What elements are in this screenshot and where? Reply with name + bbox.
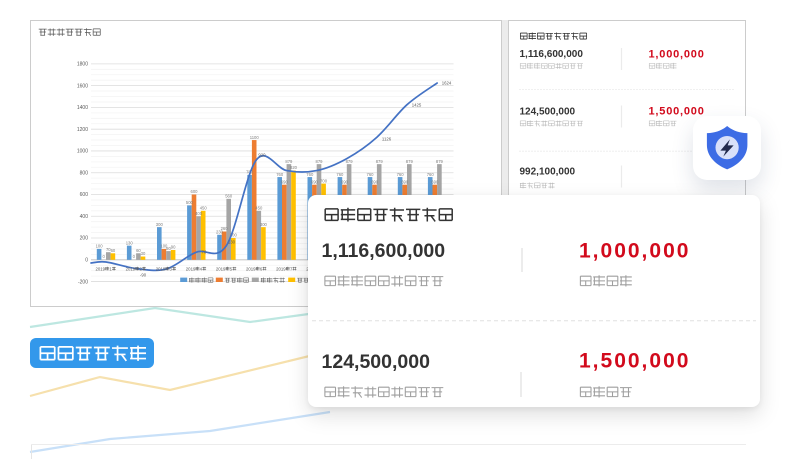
svg-text:690: 690	[341, 179, 349, 184]
svg-text:760: 760	[367, 172, 375, 177]
svg-text:-200: -200	[78, 279, 88, 285]
svg-text:100: 100	[96, 244, 104, 249]
svg-text:100: 100	[160, 244, 168, 249]
svg-text:1126: 1126	[382, 137, 392, 142]
svg-text:1,116,600,000: 1,116,600,000	[321, 240, 445, 262]
svg-text:1000: 1000	[77, 149, 88, 155]
svg-text:879: 879	[436, 159, 444, 164]
svg-text:1400: 1400	[77, 105, 88, 111]
svg-text:690: 690	[281, 179, 289, 184]
svg-text:1,500,000: 1,500,000	[579, 350, 690, 373]
svg-text:0: 0	[85, 258, 88, 264]
svg-text:879: 879	[285, 159, 293, 164]
svg-text:3: 3	[170, 267, 173, 272]
svg-text:-90: -90	[140, 273, 147, 278]
svg-text:70: 70	[202, 250, 207, 255]
svg-text:690: 690	[311, 179, 319, 184]
svg-text:1800: 1800	[77, 62, 88, 68]
svg-text:600: 600	[80, 192, 89, 198]
svg-text:500: 500	[186, 200, 194, 205]
svg-text:200: 200	[230, 233, 238, 238]
svg-text:130: 130	[126, 240, 134, 245]
svg-text:30: 30	[141, 251, 146, 256]
svg-text:879: 879	[316, 159, 324, 164]
svg-text:560: 560	[225, 194, 233, 199]
svg-text:300: 300	[260, 222, 268, 227]
svg-text:0: 0	[103, 254, 106, 259]
svg-text:2019: 2019	[276, 267, 286, 272]
svg-text:130: 130	[228, 240, 236, 245]
svg-text:4: 4	[200, 267, 203, 272]
svg-text:760: 760	[276, 172, 284, 177]
svg-text:879: 879	[376, 159, 384, 164]
svg-text:124,500,000: 124,500,000	[321, 351, 430, 373]
svg-text:2019: 2019	[246, 267, 256, 272]
svg-text:90: 90	[171, 245, 176, 250]
svg-text:0: 0	[133, 254, 136, 259]
svg-text:820: 820	[290, 165, 298, 170]
svg-text:690: 690	[401, 179, 409, 184]
svg-text:80: 80	[166, 246, 171, 251]
svg-text:124,500,000: 124,500,000	[520, 107, 576, 118]
svg-text:690: 690	[371, 179, 379, 184]
svg-text:1,116,600,000: 1,116,600,000	[520, 49, 584, 60]
svg-text:1100: 1100	[250, 135, 260, 140]
svg-text:760: 760	[306, 172, 314, 177]
svg-text:1200: 1200	[77, 127, 88, 133]
svg-text:1,000,000: 1,000,000	[579, 239, 690, 262]
svg-text:690: 690	[431, 179, 439, 184]
svg-text:760: 760	[427, 172, 435, 177]
svg-text:1: 1	[109, 267, 112, 272]
svg-text:2019: 2019	[126, 267, 136, 272]
svg-text:1600: 1600	[77, 83, 88, 89]
svg-text:1,000,000: 1,000,000	[649, 48, 705, 60]
svg-text:300: 300	[156, 222, 164, 227]
svg-text:1,500,000: 1,500,000	[649, 105, 705, 117]
svg-text:200: 200	[80, 236, 89, 242]
svg-text:60: 60	[111, 248, 116, 253]
svg-text:1624: 1624	[442, 81, 452, 86]
svg-text:879: 879	[406, 159, 414, 164]
svg-text:700: 700	[320, 178, 328, 183]
svg-text:2: 2	[139, 267, 142, 272]
svg-text:450: 450	[255, 206, 263, 211]
svg-text:5: 5	[230, 267, 233, 272]
svg-text:6: 6	[260, 267, 263, 272]
svg-text:2019: 2019	[186, 267, 196, 272]
svg-text:7: 7	[290, 267, 293, 272]
svg-text:60: 60	[136, 248, 141, 253]
svg-text:400: 400	[195, 211, 203, 216]
svg-text:600: 600	[191, 189, 199, 194]
svg-text:992,100,000: 992,100,000	[520, 167, 576, 178]
svg-text:2019: 2019	[216, 267, 226, 272]
svg-text:400: 400	[80, 214, 89, 220]
svg-text:260: 260	[221, 226, 229, 231]
svg-text:2019: 2019	[96, 267, 106, 272]
svg-text:800: 800	[80, 170, 89, 176]
svg-text:760: 760	[397, 172, 405, 177]
svg-text:920: 920	[258, 153, 266, 158]
svg-text:70: 70	[106, 247, 111, 252]
svg-text:450: 450	[200, 206, 208, 211]
svg-text:760: 760	[336, 172, 344, 177]
svg-text:230: 230	[216, 229, 224, 234]
svg-text:1425: 1425	[412, 103, 422, 108]
svg-text:879: 879	[346, 159, 354, 164]
svg-text:2019: 2019	[156, 267, 166, 272]
